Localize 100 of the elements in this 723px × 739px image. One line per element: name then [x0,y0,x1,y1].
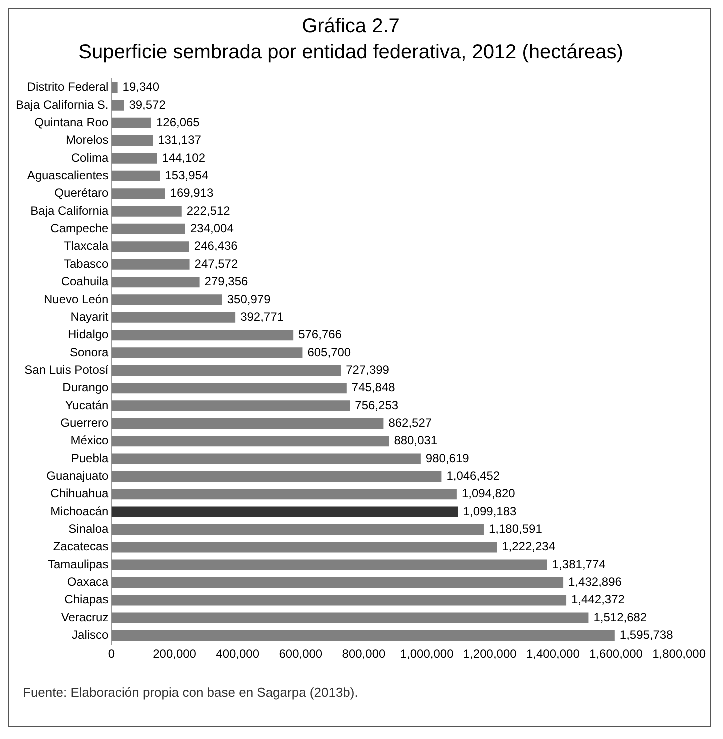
bar [112,276,200,288]
y-tick-label: San Luis Potosí [24,362,110,377]
bar [112,506,458,518]
data-label: 169,913 [170,186,214,200]
bar [112,383,347,394]
data-label: 576,766 [298,328,342,342]
y-tick-label: Guanajuato [46,469,110,483]
bar [112,348,303,358]
data-label: 745,848 [352,380,396,395]
y-tick-label: Quintana Roo [34,116,110,130]
bar [112,330,294,341]
y-tick-label: Puebla [71,451,110,466]
x-tick-label: 0 [108,647,116,662]
data-label: 350,979 [227,292,272,306]
y-tick-label: Tamaulipas [48,557,109,572]
data-label: 153,954 [165,168,209,183]
bar [112,560,548,570]
bar [112,224,186,235]
y-tick-label: Durango [62,380,110,395]
data-label: 234,004 [190,222,234,236]
x-tick-label: 600,000 [279,647,323,662]
y-tick-label: Distrito Federal [27,80,109,94]
data-label: 1,180,591 [488,522,543,536]
data-label: 880,031 [394,434,438,448]
data-label: 1,442,372 [572,592,626,607]
y-tick-label: Coahuila [61,274,110,289]
bar [112,82,118,94]
data-label: 131,137 [158,133,202,148]
data-label: 1,099,183 [463,504,518,518]
chart-subtitle: Superficie sembrada por entidad federativa, 2012 (hectáreas) [78,42,624,64]
bar [112,365,342,376]
bar [112,259,190,270]
data-label: 1,222,234 [502,540,556,554]
data-label: 279,356 [204,274,249,289]
y-tick-label: Querétaro [54,186,110,200]
y-tick-label: Nuevo León [44,292,109,306]
data-label: 727,399 [346,362,390,377]
source-note: Fuente: Elaboración propia con base en Sagarpa (2013b). [23,685,360,700]
y-tick-label: Aguascalientes [27,168,109,183]
y-tick-label: Michoacán [50,504,109,518]
data-label: 392,771 [240,310,284,324]
y-tick-label: Yucatán [65,398,109,412]
data-label: 222,512 [186,204,231,218]
bar [112,170,160,182]
y-tick-label: Sonora [70,345,110,360]
data-label: 1,046,452 [446,469,500,483]
x-tick-label: 1,600,000 [590,647,644,662]
bar [112,454,421,464]
y-tick-label: Hidalgo [68,328,110,342]
bar [112,489,457,500]
bar [112,242,190,252]
bar [112,595,567,606]
data-label: 1,381,774 [552,557,606,572]
y-tick-label: Oaxaca [67,575,110,590]
y-tick-label: Sinaloa [68,522,110,536]
bar [112,436,390,447]
data-label: 605,700 [308,345,352,360]
y-tick-label: Guerrero [60,416,110,430]
bar [112,612,589,624]
bar [112,294,222,306]
bar [112,188,166,200]
x-tick-label: 1,200,000 [463,647,518,662]
y-tick-label: México [70,434,110,448]
x-tick-label: 400,000 [216,647,260,662]
data-label: 756,253 [355,398,399,412]
y-tick-label: Zacatecas [53,540,109,554]
x-tick-label: 200,000 [153,647,197,662]
data-label: 39,572 [129,98,166,112]
y-tick-label: Tabasco [64,256,110,271]
data-label: 1,595,738 [620,628,674,642]
data-label: 1,432,896 [568,575,622,590]
bar [112,100,124,111]
bar [112,471,442,482]
data-label: 1,512,682 [594,610,648,624]
y-tick-label: Tlaxcala [64,239,110,254]
bar [112,630,615,642]
y-tick-label: Baja California S. [16,98,109,112]
data-label: 19,340 [122,80,160,94]
y-tick-label: Chiapas [64,592,109,607]
bar [112,312,236,323]
bar [112,136,154,146]
bar [112,206,182,217]
y-tick-label: Chihuahua [50,486,110,501]
data-label: 980,619 [426,451,470,466]
data-label: 247,572 [194,256,238,271]
data-label: 126,065 [156,116,200,130]
y-tick-label: Baja California [30,204,110,218]
y-tick-label: Nayarit [70,310,110,324]
x-tick-label: 1,000,000 [400,647,454,662]
data-label: 862,527 [388,416,432,430]
chart-title: Gráfica 2.7 [302,16,400,38]
y-tick-label: Morelos [66,133,109,148]
data-label: 1,094,820 [462,486,516,501]
bar [112,577,564,588]
data-label: 246,436 [194,239,238,254]
bar [112,400,350,412]
y-tick-label: Campeche [50,222,110,236]
x-tick-label: 800,000 [342,647,386,662]
x-tick-label: 1,400,000 [526,647,580,662]
y-tick-label: Veracruz [61,610,109,624]
